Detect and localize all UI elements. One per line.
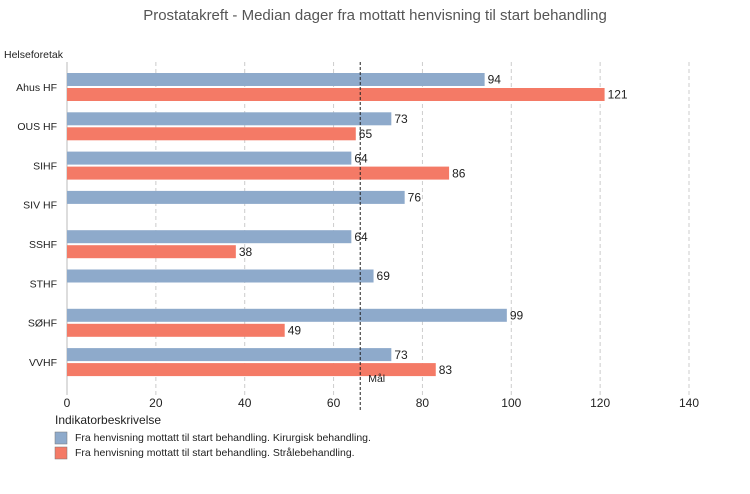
bar xyxy=(67,308,507,322)
y-tick-label: SØHF xyxy=(28,318,57,330)
y-tick-label: OUS HF xyxy=(17,121,57,133)
x-tick-label: 0 xyxy=(64,396,71,410)
bar xyxy=(67,245,236,259)
x-tick-label: 120 xyxy=(590,396,610,410)
bar xyxy=(67,112,392,126)
bar xyxy=(67,88,605,101)
bar xyxy=(67,151,352,165)
y-tick-label: Ahus HF xyxy=(16,82,57,94)
target-label: Mål xyxy=(368,373,385,385)
value-label: 99 xyxy=(510,308,524,322)
bar xyxy=(67,348,392,362)
bar xyxy=(67,230,352,244)
y-tick-label: SIV HF xyxy=(23,200,57,212)
y-axis-label: Helseforetak xyxy=(4,49,64,61)
value-label: 65 xyxy=(359,127,373,141)
y-tick-label: VVHF xyxy=(29,357,57,369)
value-label: 64 xyxy=(354,151,368,165)
bar xyxy=(67,73,485,86)
bar xyxy=(67,269,374,283)
value-label: 38 xyxy=(239,245,253,259)
value-label: 83 xyxy=(439,363,453,377)
legend-swatch xyxy=(54,446,68,460)
bar xyxy=(67,323,285,337)
x-tick-label: 100 xyxy=(501,396,521,410)
legend-title: Indikatorbeskrivelse xyxy=(55,413,161,427)
value-label: 121 xyxy=(608,88,628,102)
bar xyxy=(67,190,405,204)
legend-label: Fra henvisning mottatt til start behandl… xyxy=(75,432,371,444)
bar xyxy=(67,363,436,377)
value-label: 76 xyxy=(408,191,422,205)
legend-label: Fra henvisning mottatt til start behandl… xyxy=(75,447,355,459)
y-tick-label: SIHF xyxy=(33,160,57,172)
value-label: 73 xyxy=(394,348,408,362)
y-tick-label: SSHF xyxy=(29,239,57,251)
chart-title: Prostatakreft - Median dager fra mottatt… xyxy=(143,7,607,24)
x-tick-label: 40 xyxy=(238,396,252,410)
value-label: 49 xyxy=(288,323,302,337)
x-tick-label: 140 xyxy=(679,396,699,410)
bar xyxy=(67,166,450,180)
value-label: 86 xyxy=(452,166,466,180)
x-tick-label: 20 xyxy=(149,396,163,410)
legend-swatch xyxy=(54,431,68,445)
value-label: 64 xyxy=(354,230,368,244)
x-tick-label: 80 xyxy=(416,396,430,410)
value-label: 69 xyxy=(377,269,391,283)
value-label: 73 xyxy=(394,112,408,126)
x-tick-label: 60 xyxy=(327,396,341,410)
value-label: 94 xyxy=(488,73,502,87)
y-tick-label: STHF xyxy=(30,278,57,290)
bar xyxy=(67,127,356,141)
